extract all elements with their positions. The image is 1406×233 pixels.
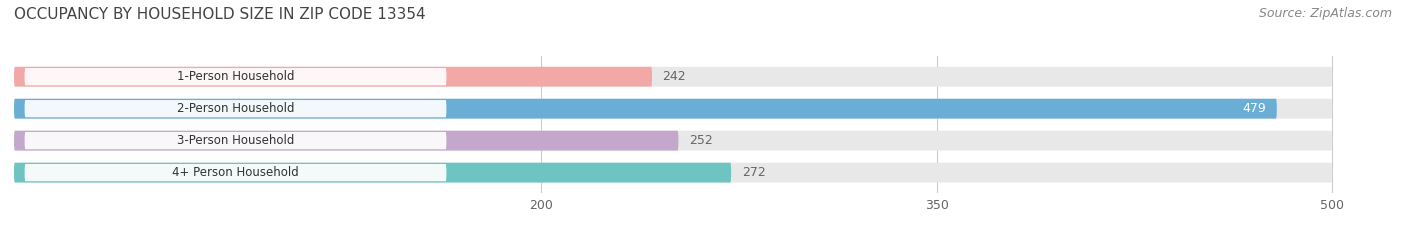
FancyBboxPatch shape (25, 164, 447, 181)
Text: 252: 252 (689, 134, 713, 147)
FancyBboxPatch shape (14, 163, 1333, 182)
Text: 272: 272 (742, 166, 765, 179)
FancyBboxPatch shape (25, 100, 447, 117)
FancyBboxPatch shape (25, 68, 447, 85)
Text: OCCUPANCY BY HOUSEHOLD SIZE IN ZIP CODE 13354: OCCUPANCY BY HOUSEHOLD SIZE IN ZIP CODE … (14, 7, 426, 22)
FancyBboxPatch shape (14, 99, 1333, 119)
Text: 3-Person Household: 3-Person Household (177, 134, 294, 147)
FancyBboxPatch shape (14, 67, 1333, 87)
FancyBboxPatch shape (14, 163, 731, 182)
Text: 4+ Person Household: 4+ Person Household (172, 166, 299, 179)
Text: 2-Person Household: 2-Person Household (177, 102, 294, 115)
Text: 479: 479 (1243, 102, 1267, 115)
FancyBboxPatch shape (14, 131, 1333, 151)
FancyBboxPatch shape (14, 99, 1277, 119)
Text: Source: ZipAtlas.com: Source: ZipAtlas.com (1258, 7, 1392, 20)
FancyBboxPatch shape (14, 67, 652, 87)
Text: 1-Person Household: 1-Person Household (177, 70, 294, 83)
FancyBboxPatch shape (14, 131, 679, 151)
Text: 242: 242 (662, 70, 686, 83)
FancyBboxPatch shape (25, 132, 447, 149)
